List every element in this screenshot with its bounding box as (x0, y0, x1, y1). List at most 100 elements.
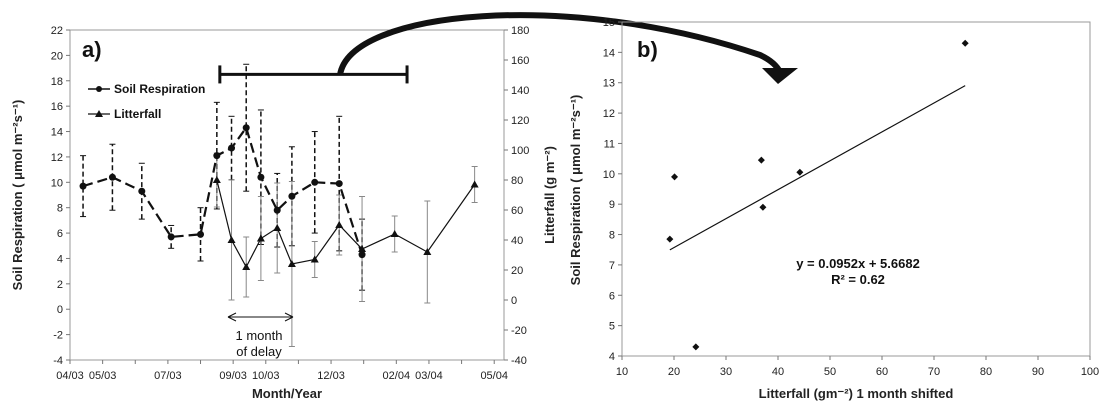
litterfall-point (273, 224, 282, 231)
legend-label-soil-respiration: Soil Respiration (114, 82, 205, 96)
delay-arrow-right-head (284, 312, 294, 322)
x-tick-label: 100 (1081, 366, 1099, 378)
scatter-point (666, 235, 674, 243)
x-tick-label: 60 (876, 366, 888, 378)
y-tick-label-right: 60 (511, 205, 523, 217)
plot-area-a (69, 29, 505, 361)
connector-arrow-head (762, 68, 798, 84)
series-lines-a (82, 125, 476, 269)
x-tick-label: 10 (616, 366, 628, 378)
trendline (669, 85, 966, 251)
y-tick-label-right: 100 (511, 145, 529, 157)
y-axis-left-a: -4 -2 0 2 4 6 8 10 12 14 16 18 20 22 (51, 25, 70, 367)
y-tick-label-right: 140 (511, 85, 529, 97)
y-tick-label-left: 6 (57, 228, 63, 240)
y-tick-label-left: 20 (51, 50, 63, 62)
soil-respiration-point (273, 206, 281, 214)
x-tick-label: 50 (824, 366, 836, 378)
legend-a: Soil Respiration Litterfall (88, 82, 205, 121)
y-tick-label-left: 16 (51, 101, 63, 113)
y-axis-b: 4 5 6 7 8 9 10 11 12 13 14 15 (603, 17, 622, 363)
litterfall-point (470, 180, 479, 188)
soil-respiration-point (79, 182, 87, 190)
y-tick-label-left: 18 (51, 76, 63, 88)
x-tick-label: 05/04 (480, 370, 508, 382)
x-tick-label: 07/03 (154, 370, 182, 382)
delay-annotation: 1 month of delay (227, 312, 294, 359)
y-tick-label: 14 (603, 47, 615, 59)
y-tick-label-right: 0 (511, 295, 517, 307)
y-tick-label: 7 (609, 260, 615, 272)
x-tick-label: 05/03 (89, 370, 117, 382)
x-axis-label-a: Month/Year (252, 386, 322, 401)
litterfall-point (242, 263, 251, 270)
soil-respiration-point (138, 187, 146, 195)
y-tick-label-right: 180 (511, 25, 529, 37)
y-tick-label: 15 (603, 17, 615, 29)
litterfall-point (423, 248, 432, 255)
legend-marker-soil-respiration (96, 86, 102, 92)
panel-label-a: a) (82, 37, 102, 62)
soil-respiration-point (257, 173, 265, 181)
y-tick-label-left: -4 (53, 355, 63, 367)
y-tick-label: 5 (609, 321, 615, 333)
trendline-r2: R² = 0.62 (831, 272, 885, 287)
soil-respiration-point (242, 124, 250, 132)
x-tick-label: 80 (980, 366, 992, 378)
y-tick-label-right: 80 (511, 175, 523, 187)
y-tick-label-right: 40 (511, 235, 523, 247)
x-tick-label: 03/04 (415, 370, 443, 382)
litterfall-point (256, 234, 265, 242)
y-tick-label-left: 10 (51, 177, 63, 189)
y-tick-label: 10 (603, 169, 615, 181)
y-tick-label: 6 (609, 290, 615, 302)
x-tick-label: 20 (668, 366, 680, 378)
y-tick-label: 9 (609, 199, 615, 211)
y-tick-label-right: 160 (511, 55, 529, 67)
x-tick-label: 10/03 (252, 370, 280, 382)
legend-marker-litterfall (95, 110, 103, 117)
x-axis-a: 04/03 05/03 07/03 09/03 10/03 12/03 02/04 03/04… (56, 360, 508, 382)
soil-respiration-point (311, 178, 319, 186)
y-tick-label-left: 22 (51, 25, 63, 37)
y-tick-label-left: -2 (53, 330, 63, 342)
connector-arrow (337, 12, 783, 76)
x-axis-label-b: Litterfall (gm⁻²) 1 month shifted (759, 386, 954, 401)
litterfall-point (310, 255, 319, 263)
scatter-point (671, 173, 679, 181)
y-tick-label: 8 (609, 230, 615, 242)
litterfall-point (390, 230, 399, 237)
x-tick-label: 04/03 (56, 370, 84, 382)
x-tick-label: 40 (772, 366, 784, 378)
litterfall-point (358, 245, 367, 252)
soil-respiration-point (335, 180, 343, 188)
litterfall-point (227, 236, 236, 243)
y-tick-label-left: 4 (57, 253, 63, 265)
soil-respiration-point (197, 230, 205, 238)
soil-respiration-point (358, 251, 366, 259)
scatter-point (692, 343, 700, 351)
litterfall-point (212, 176, 221, 183)
trendline-equation: y = 0.0952x + 5.6682 (796, 256, 920, 271)
litterfall-point (287, 260, 296, 267)
y-tick-label: 11 (604, 138, 615, 150)
y-tick-label: 13 (603, 78, 615, 90)
scatter-point (757, 156, 765, 164)
y-tick-label-left: 14 (51, 127, 63, 139)
trendline-b (669, 85, 966, 251)
soil-respiration-point (167, 233, 175, 241)
y-axis-right-a: -40 -20 0 20 40 60 80 100 120 140 160 180 (504, 25, 529, 367)
scatter-points-b (666, 39, 969, 351)
legend-label-litterfall: Litterfall (114, 107, 161, 121)
soil-respiration-point (213, 152, 221, 160)
x-tick-label: 70 (928, 366, 940, 378)
y-tick-label-left: 8 (57, 203, 63, 215)
series-markers-a (79, 124, 479, 270)
x-tick-label: 09/03 (219, 370, 247, 382)
soil-respiration-point (228, 144, 236, 152)
panel-label-b: b) (637, 37, 658, 62)
scatter-point (961, 39, 969, 47)
scatter-point (796, 168, 804, 176)
